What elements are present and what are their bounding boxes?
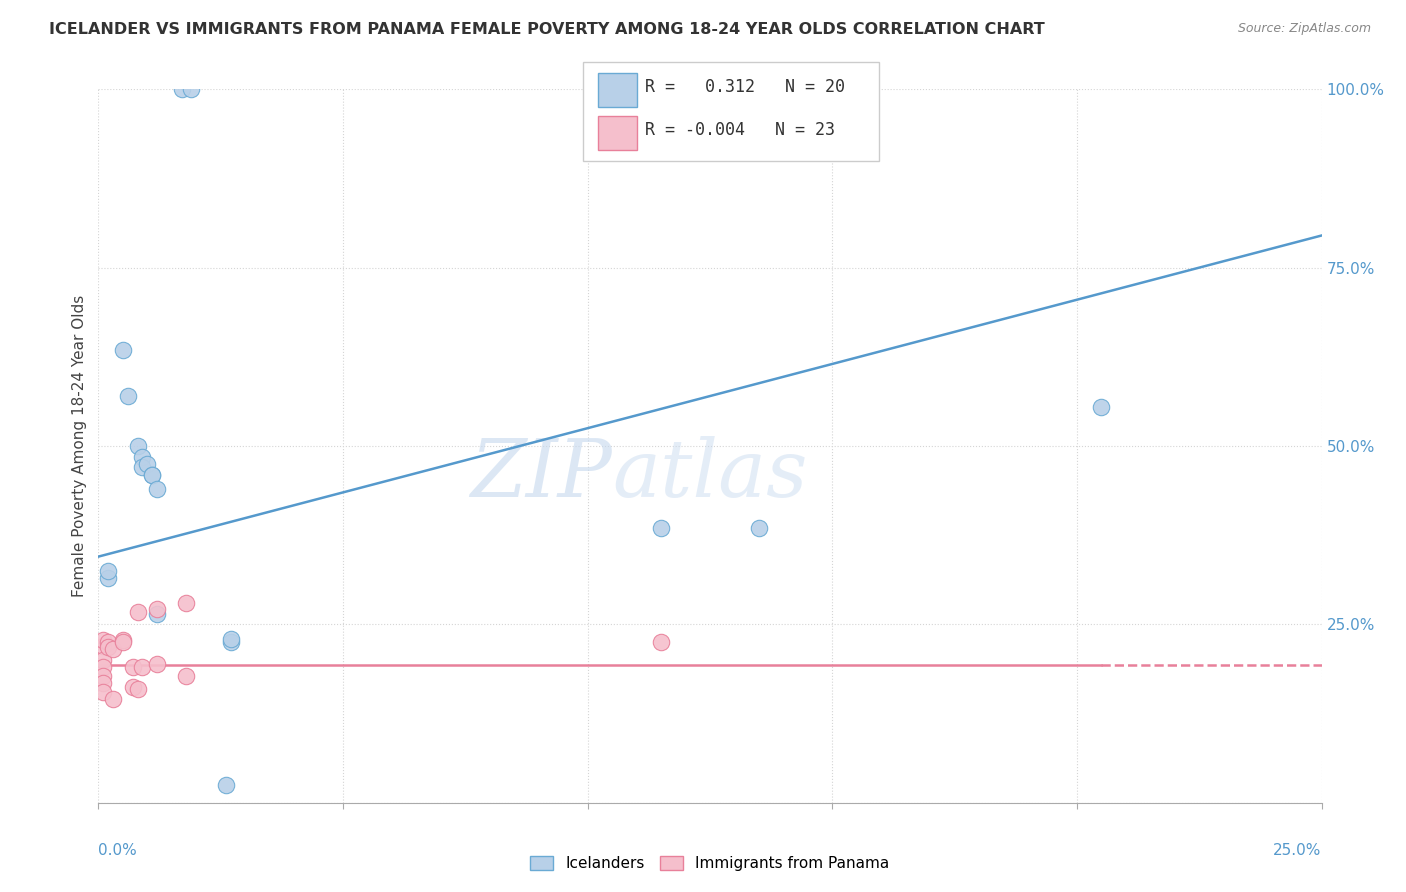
Point [127, 681, 149, 696]
Point [176, 669, 198, 683]
Text: Source: ZipAtlas.com: Source: ZipAtlas.com [1237, 22, 1371, 36]
Legend: Icelanders, Immigrants from Panama: Icelanders, Immigrants from Panama [524, 850, 896, 877]
Point [170, 82, 193, 96]
Point [141, 467, 163, 482]
Point [101, 692, 124, 706]
Point [111, 635, 134, 649]
Text: 0.0%: 0.0% [98, 843, 138, 858]
Text: atlas: atlas [612, 436, 807, 513]
Point [127, 439, 149, 453]
Point [146, 657, 169, 671]
Point [131, 460, 153, 475]
Point [748, 521, 770, 535]
Point [214, 778, 236, 792]
Point [219, 632, 242, 646]
Point [127, 605, 149, 619]
Point [91, 669, 114, 683]
Text: ZIP: ZIP [471, 436, 612, 513]
Point [91, 660, 114, 674]
Point [91, 633, 114, 648]
Text: R = -0.004   N = 23: R = -0.004 N = 23 [645, 121, 835, 139]
Point [1090, 400, 1112, 414]
Point [111, 633, 134, 648]
Point [131, 660, 153, 674]
Point [121, 680, 143, 694]
Point [136, 457, 159, 471]
Point [111, 343, 134, 357]
Point [131, 450, 153, 464]
Point [650, 635, 672, 649]
Point [97, 571, 120, 585]
Point [91, 653, 114, 667]
Point [146, 607, 169, 621]
Point [121, 660, 143, 674]
Text: 25.0%: 25.0% [1274, 843, 1322, 858]
Point [176, 596, 198, 610]
Point [180, 82, 202, 96]
Point [97, 635, 120, 649]
Point [146, 482, 169, 496]
Point [219, 635, 242, 649]
Point [101, 642, 124, 657]
Text: ICELANDER VS IMMIGRANTS FROM PANAMA FEMALE POVERTY AMONG 18-24 YEAR OLDS CORRELA: ICELANDER VS IMMIGRANTS FROM PANAMA FEMA… [49, 22, 1045, 37]
Point [117, 389, 139, 403]
Point [146, 601, 169, 615]
Point [91, 639, 114, 653]
Point [91, 676, 114, 690]
Point [97, 564, 120, 578]
Point [650, 521, 672, 535]
Point [97, 640, 120, 655]
Text: R =   0.312   N = 20: R = 0.312 N = 20 [645, 78, 845, 96]
Y-axis label: Female Poverty Among 18-24 Year Olds: Female Poverty Among 18-24 Year Olds [72, 295, 87, 597]
Point [91, 685, 114, 699]
Point [141, 467, 163, 482]
